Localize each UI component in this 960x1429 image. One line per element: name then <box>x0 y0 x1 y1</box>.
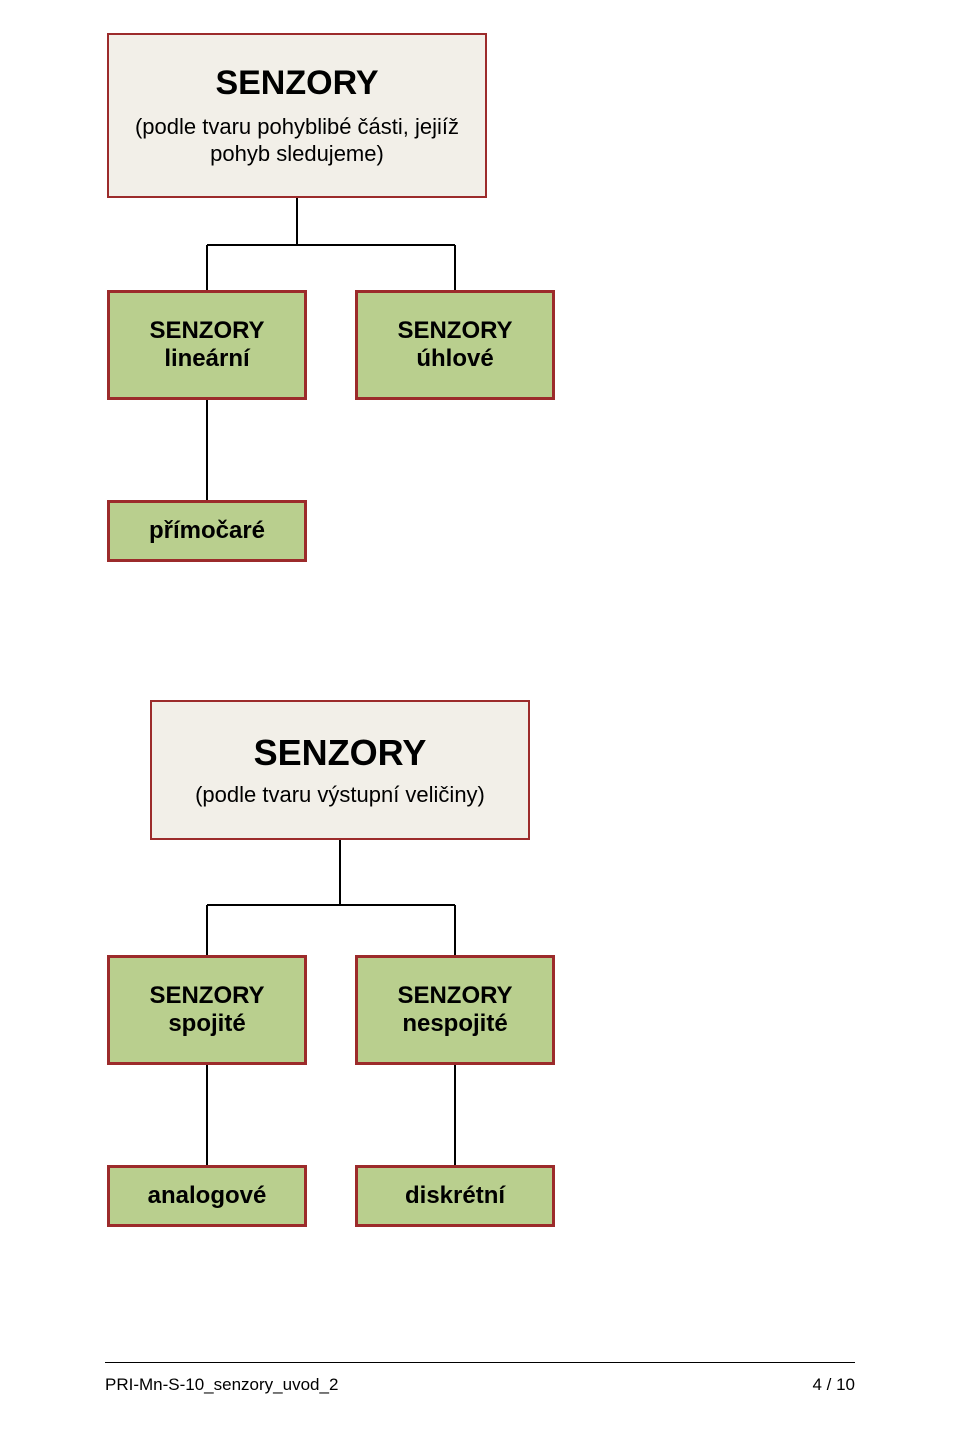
node-linearni: SENZORY lineární <box>107 290 307 400</box>
node-spojite: SENZORY spojité <box>107 955 307 1065</box>
page: SENZORY (podle tvaru pohyblibé části, je… <box>0 0 960 1429</box>
node-primocare: přímočaré <box>107 500 307 562</box>
node-diskretni: diskrétní <box>355 1165 555 1227</box>
footer-rule <box>105 1362 855 1363</box>
diagram1-root-subtitle: (podle tvaru pohyblibé části, jejiíž poh… <box>131 113 463 168</box>
footer-right: 4 / 10 <box>812 1375 855 1395</box>
node-nespojite-sub: nespojité <box>402 1010 507 1038</box>
node-analogove: analogové <box>107 1165 307 1227</box>
node-uhlove-title: SENZORY <box>397 317 512 345</box>
diagram1-root: SENZORY (podle tvaru pohyblibé části, je… <box>107 33 487 198</box>
node-primocare-label: přímočaré <box>149 517 265 545</box>
node-linearni-sub: lineární <box>164 345 249 373</box>
node-spojite-title: SENZORY <box>149 982 264 1010</box>
diagram2-root: SENZORY (podle tvaru výstupní veličiny) <box>150 700 530 840</box>
node-spojite-sub: spojité <box>168 1010 245 1038</box>
node-nespojite-title: SENZORY <box>397 982 512 1010</box>
diagram2-root-subtitle: (podle tvaru výstupní veličiny) <box>195 782 485 808</box>
node-diskretni-label: diskrétní <box>405 1182 505 1210</box>
node-uhlove: SENZORY úhlové <box>355 290 555 400</box>
node-linearni-title: SENZORY <box>149 317 264 345</box>
node-analogove-label: analogové <box>148 1182 267 1210</box>
diagram2-root-title: SENZORY <box>254 732 427 774</box>
footer-left: PRI-Mn-S-10_senzory_uvod_2 <box>105 1375 338 1395</box>
diagram1-root-title: SENZORY <box>215 64 378 103</box>
node-uhlove-sub: úhlové <box>416 345 493 373</box>
node-nespojite: SENZORY nespojité <box>355 955 555 1065</box>
